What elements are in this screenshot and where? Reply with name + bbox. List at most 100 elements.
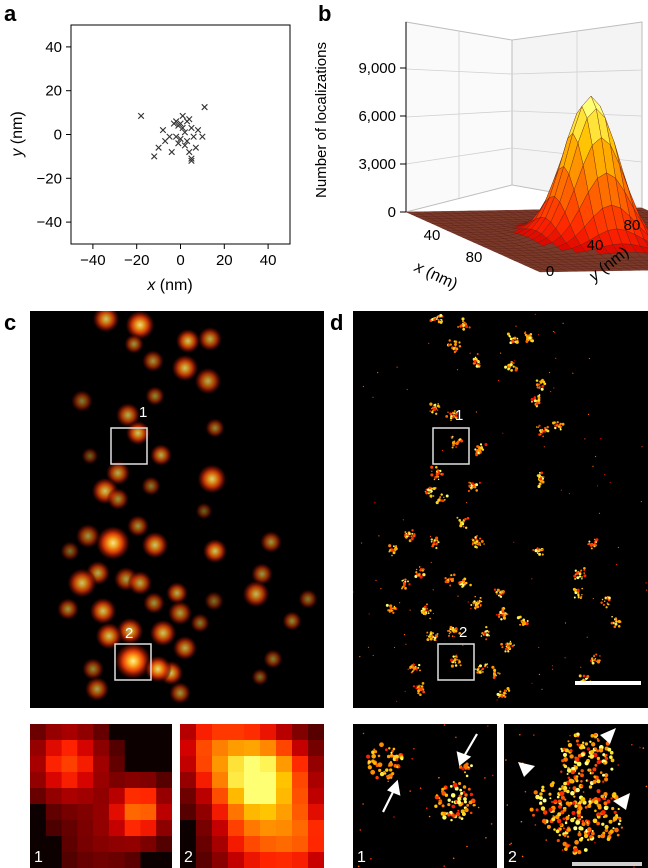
localization-dot (437, 498, 441, 502)
scatter-point (177, 120, 184, 127)
localization-dot (579, 571, 582, 574)
pixel (45, 804, 63, 821)
localization-dot (479, 670, 482, 673)
fluorescent-spot (127, 570, 153, 596)
localization-dot (445, 414, 449, 418)
localization-dot (450, 414, 453, 418)
pixel (45, 772, 63, 789)
localization-dot (588, 785, 593, 789)
localization-dot (541, 428, 544, 431)
background-dot (539, 396, 542, 398)
localization-dot (412, 534, 416, 538)
localization-dot (510, 369, 513, 372)
pixel (260, 788, 277, 805)
localization-dot (415, 568, 418, 571)
localization-dot (603, 792, 608, 797)
localization-dot (506, 645, 509, 648)
localization-dot (564, 847, 568, 851)
localization-dot (455, 657, 458, 659)
localization-dot (574, 839, 579, 845)
localization-dot (507, 363, 511, 367)
background-dot (584, 438, 586, 440)
localization-dot (503, 691, 506, 695)
localization-dot (395, 758, 399, 761)
localization-dot (460, 817, 464, 820)
background-dot (438, 776, 440, 779)
localization-dot (495, 590, 498, 594)
pixel (61, 788, 78, 805)
background-dot (618, 818, 620, 820)
pixel (180, 772, 197, 789)
pixel (212, 820, 229, 837)
pixel (244, 724, 261, 741)
x-axis-label-a: x (nm) (146, 277, 192, 294)
surface-cell (534, 269, 550, 273)
localization-dot (602, 773, 605, 777)
pixel (93, 788, 110, 805)
localization-dot (479, 537, 482, 540)
pixel (276, 724, 293, 741)
localization-dot (576, 576, 580, 580)
localization-dot (574, 577, 577, 580)
localization-dot (429, 489, 432, 492)
background-dot (562, 322, 564, 324)
localization-dot (385, 748, 388, 752)
localization-dot (468, 800, 473, 805)
localization-dot (564, 798, 567, 801)
y-tick-label-a: −20 (37, 170, 62, 187)
localization-dot (544, 428, 548, 431)
pixel (45, 740, 63, 757)
pixel (196, 756, 213, 773)
pixel (212, 724, 229, 741)
localization-dot (447, 634, 451, 637)
background-dot (604, 474, 606, 476)
localization-dot (405, 532, 408, 535)
localization-dot (581, 821, 586, 827)
localization-dot (589, 797, 592, 801)
localization-dot (447, 812, 451, 817)
localization-dot (443, 811, 447, 816)
localization-dot (576, 588, 580, 592)
localization-dot (475, 540, 479, 543)
localization-dot (392, 747, 396, 751)
localization-dot (448, 343, 451, 347)
background-dot (357, 865, 360, 868)
fluorescent-spot (250, 562, 274, 586)
localization-dot (552, 421, 555, 425)
background-dot (470, 607, 472, 610)
fluorescent-spot (251, 668, 269, 686)
background-dot (428, 815, 431, 818)
pixel (228, 772, 245, 789)
fluorescent-spot (194, 367, 222, 395)
localization-dot (434, 317, 437, 320)
localization-dot (537, 401, 541, 405)
background-dot (473, 602, 475, 604)
localization-dot (461, 767, 465, 771)
pixel (140, 836, 157, 853)
localization-dot (593, 733, 598, 737)
background-dot (411, 758, 413, 760)
localization-dot (558, 787, 562, 791)
fluorescent-spot (95, 525, 131, 561)
localization-dot (435, 536, 439, 540)
pixel (108, 724, 126, 741)
z-tick-label-b: 6,000 (358, 108, 396, 125)
localization-dot (425, 491, 429, 495)
localization-dot (426, 634, 428, 637)
background-dot (531, 682, 533, 684)
pixel (108, 852, 126, 868)
localization-dot (619, 819, 622, 823)
localization-dot (588, 755, 591, 758)
localization-dot (423, 568, 426, 571)
localization-dot (554, 426, 557, 430)
fluorescent-spot (92, 311, 120, 333)
scale-bar-d (575, 681, 641, 685)
localization-dot (537, 396, 541, 400)
pixel (77, 852, 94, 868)
localization-dot (390, 609, 393, 612)
localization-dot (572, 587, 576, 591)
localization-dot (526, 619, 529, 623)
localization-dot (508, 334, 511, 338)
localization-dot (453, 659, 456, 662)
localization-dot (575, 739, 579, 743)
